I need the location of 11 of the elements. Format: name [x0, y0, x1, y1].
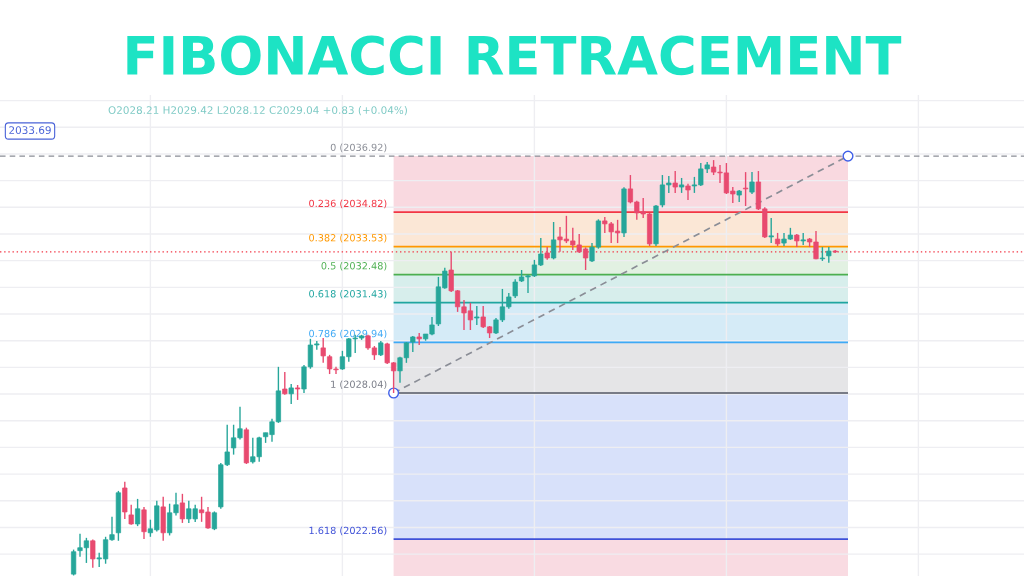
ref-line-label: 0.236 (2034.82) [309, 199, 387, 209]
ref-line-label: 0.786 (2029.94) [309, 329, 387, 339]
chart-title: FIBONACCI RETRACEMENT [127, 35, 902, 76]
annotation: O2028.21 H2029.42 L2028.12 C2029.04 +0.83 (+0.04%) [108, 105, 407, 116]
ref-line-label: 1 (2028.04) [331, 380, 387, 390]
ref-line-label: 0.618 (2031.43) [309, 289, 387, 299]
ref-line-label: 1.618 (2022.56) [309, 526, 387, 536]
ref-line-label: 0.5 (2032.48) [321, 261, 387, 271]
annotation: 2033.69 [9, 126, 51, 135]
ref-line-label: 0 (2036.92) [330, 143, 387, 153]
ref-line-label: 0.382 (2033.53) [309, 233, 387, 243]
